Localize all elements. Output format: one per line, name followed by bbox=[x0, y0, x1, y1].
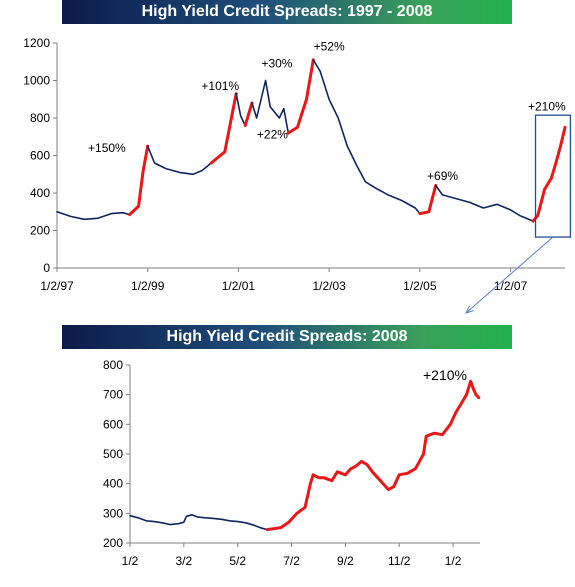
x-tick-label: 11/2 bbox=[388, 554, 411, 568]
y-tick-label: 800 bbox=[30, 111, 50, 125]
chart-2: 200 300 400 500 600 700 800 1/2 3/2 5/2 7/2 9/2 11/2… bbox=[103, 358, 481, 568]
series-line bbox=[434, 184, 534, 222]
y-tick-label: 200 bbox=[103, 536, 123, 550]
annotation-label: +69% bbox=[427, 169, 458, 183]
series-line bbox=[251, 79, 290, 134]
rally-segment bbox=[209, 92, 238, 165]
annotation-label: +101% bbox=[201, 79, 239, 93]
series-line bbox=[146, 145, 212, 176]
series-line bbox=[312, 59, 421, 215]
chart-1-title: High Yield Credit Spreads: 1997 - 2008 bbox=[62, 0, 512, 24]
series-line bbox=[56, 211, 131, 221]
y-tick-label: 1000 bbox=[23, 74, 50, 88]
connector-arrowhead bbox=[465, 305, 474, 314]
x-tick-label: 9/2 bbox=[337, 554, 354, 568]
y-tick-label: 600 bbox=[103, 417, 123, 431]
y-tick-label: 700 bbox=[103, 388, 123, 402]
rally-segment bbox=[265, 379, 481, 532]
x-tick-label: 3/2 bbox=[176, 554, 193, 568]
rally-segment bbox=[243, 101, 254, 127]
y-tick-label: 0 bbox=[43, 261, 50, 275]
y-tick-label: 300 bbox=[103, 506, 123, 520]
annotation-label: +210% bbox=[423, 367, 467, 383]
rally-segment bbox=[128, 144, 150, 217]
highlight-box bbox=[534, 114, 572, 238]
x-tick-label: 1/2 bbox=[445, 554, 462, 568]
x-tick-label: 1/2 bbox=[122, 554, 139, 568]
x-tick-label: 1/2/03 bbox=[312, 279, 346, 293]
annotation-label: +52% bbox=[314, 40, 345, 54]
rally-segment bbox=[418, 184, 438, 216]
connector-line bbox=[465, 236, 554, 314]
annotation-label: +30% bbox=[261, 56, 292, 70]
chart-1: 0 200 400 600 800 1000 1200 1/2/97 1/2/99 1/2/01 1… bbox=[23, 36, 572, 293]
y-tick-label: 400 bbox=[103, 477, 123, 491]
y-tick-label: 500 bbox=[103, 447, 123, 461]
y-tick-label: 600 bbox=[30, 149, 50, 163]
y-tick-label: 800 bbox=[103, 358, 123, 372]
chart-2-title: High Yield Credit Spreads: 2008 bbox=[62, 325, 512, 349]
x-tick-label: 1/2/01 bbox=[222, 279, 256, 293]
series-line bbox=[129, 514, 269, 531]
y-tick-label: 400 bbox=[30, 186, 50, 200]
x-tick-label: 5/2 bbox=[229, 554, 246, 568]
rally-segment bbox=[531, 125, 567, 223]
x-tick-label: 1/2/99 bbox=[131, 279, 165, 293]
x-tick-label: 1/2/07 bbox=[494, 279, 528, 293]
y-tick-label: 1200 bbox=[23, 36, 50, 50]
y-tick-label: 200 bbox=[30, 224, 50, 238]
x-tick-label: 1/2/05 bbox=[403, 279, 437, 293]
annotation-label: +22% bbox=[257, 128, 288, 142]
annotation-label: +150% bbox=[88, 141, 126, 155]
x-tick-label: 1/2/97 bbox=[40, 279, 74, 293]
rally-segment bbox=[286, 58, 315, 135]
x-tick-label: 7/2 bbox=[283, 554, 300, 568]
series-line bbox=[235, 92, 246, 127]
annotation-label: +210% bbox=[528, 100, 566, 114]
